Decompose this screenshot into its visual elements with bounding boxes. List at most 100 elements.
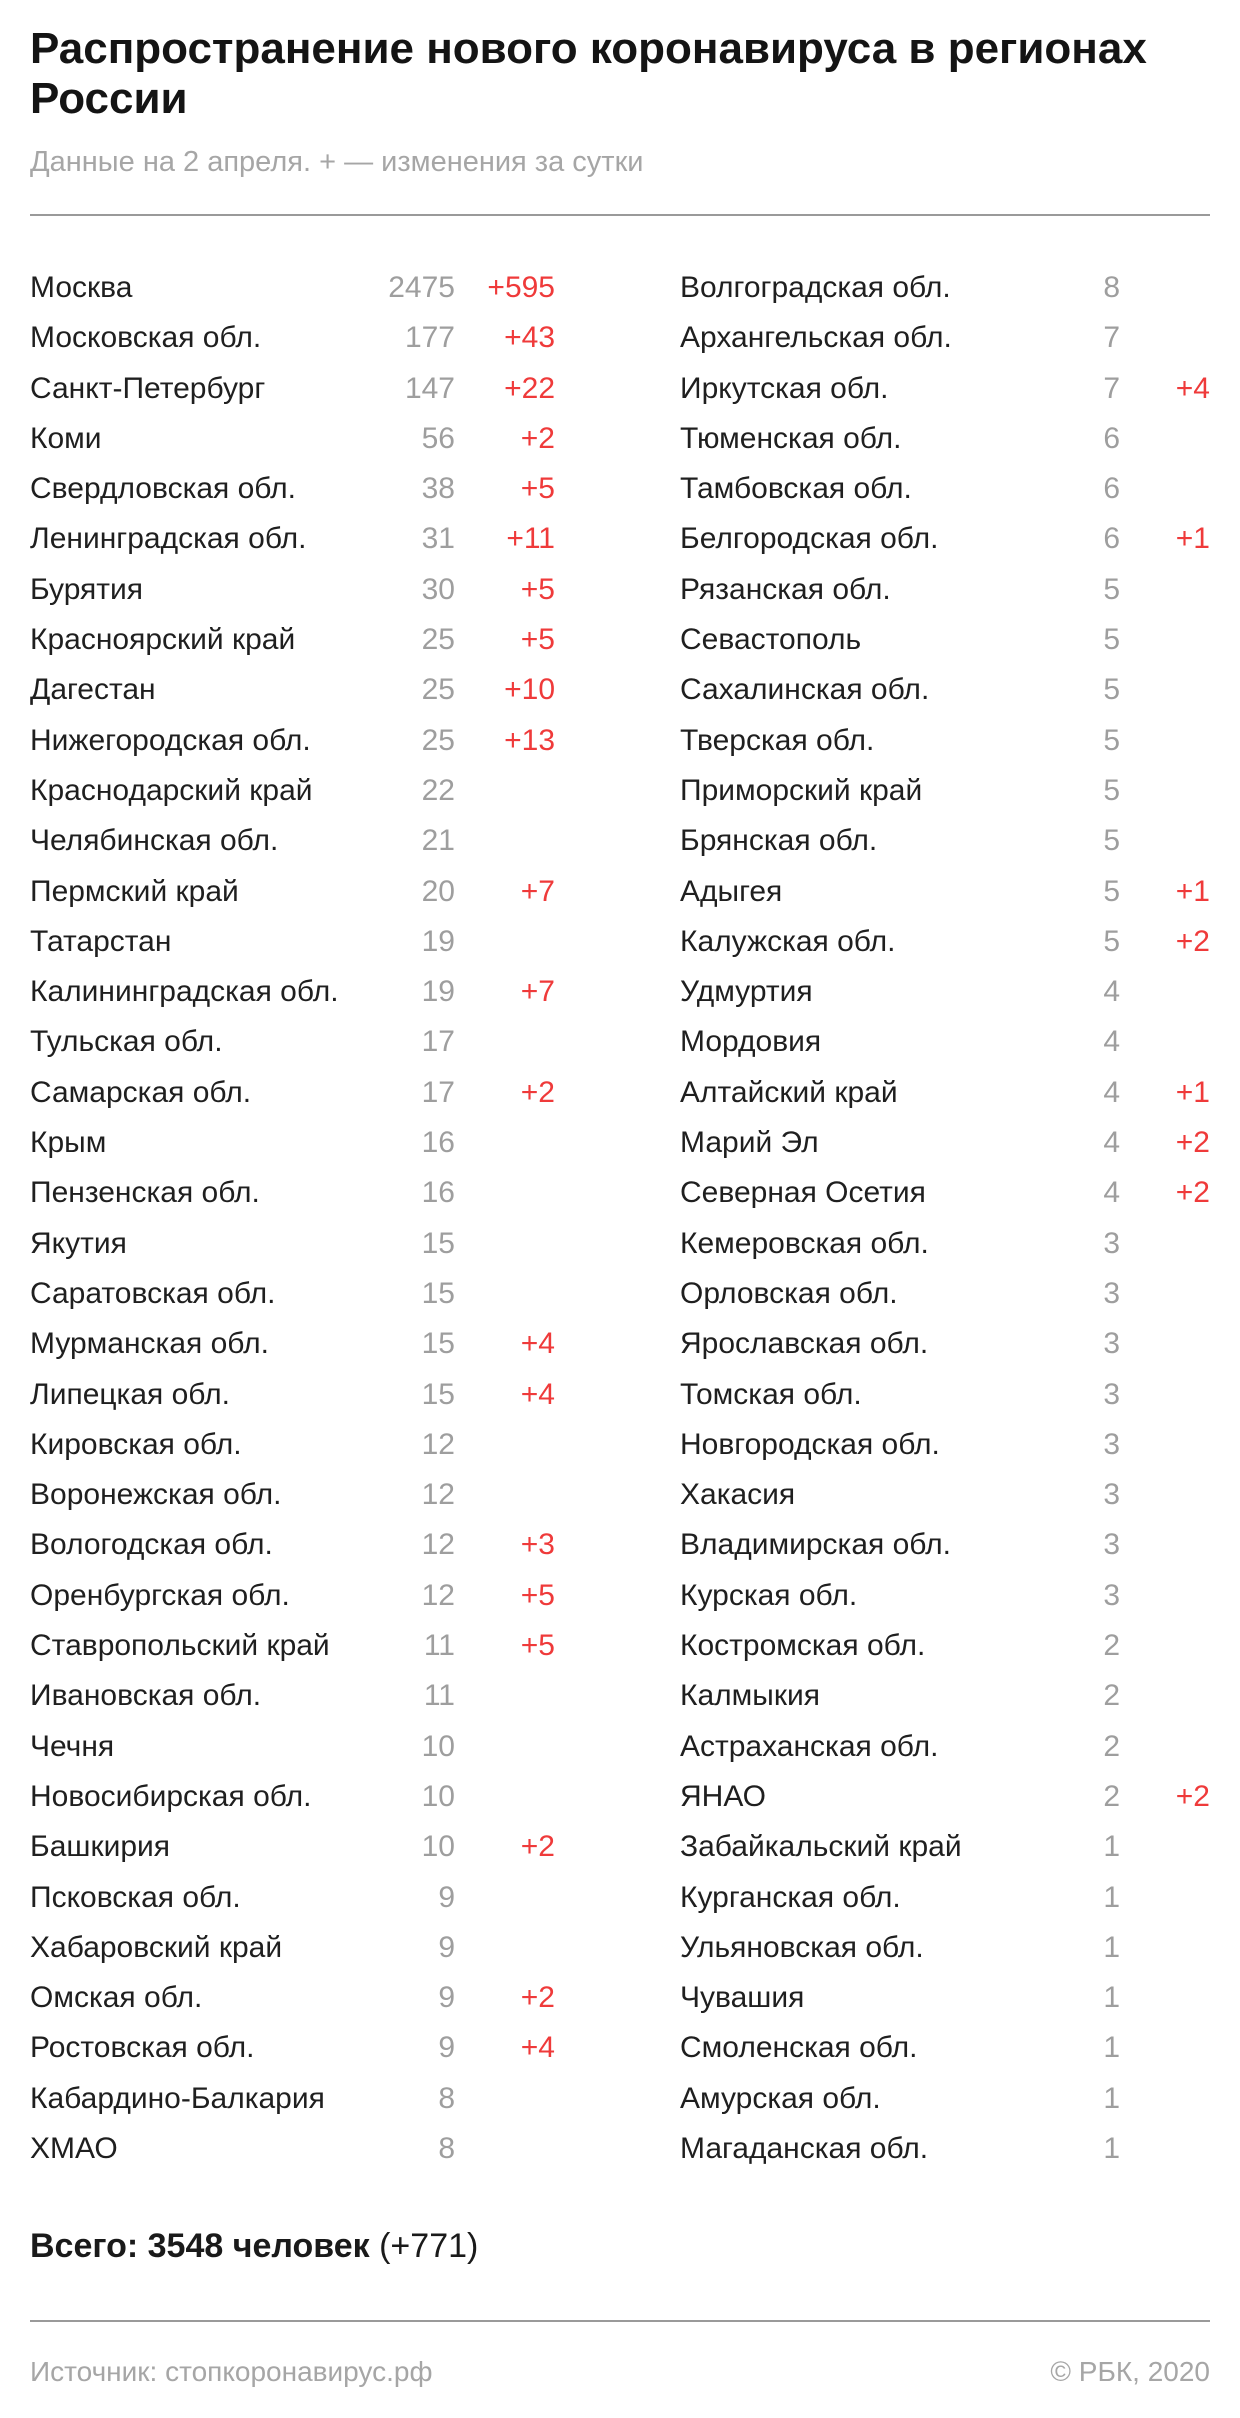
- daily-change: +595: [487, 271, 555, 304]
- case-count: 3: [1103, 1226, 1120, 1260]
- daily-change: +1: [1175, 1075, 1210, 1109]
- case-count: 1: [1103, 1981, 1120, 2015]
- case-count: 4: [1103, 1025, 1120, 1059]
- case-count: 4: [1103, 975, 1120, 1009]
- case-count: 11: [423, 1679, 455, 1713]
- table-row: Ставропольский край 11 +5: [30, 1620, 555, 1670]
- table-row: Пермский край 20 +7: [30, 866, 555, 916]
- region-name: Новосибирская обл.: [30, 1779, 312, 1813]
- table-row: Курская обл. 3: [680, 1570, 1210, 1620]
- case-count: 5: [1103, 874, 1120, 908]
- region-name: Архангельская обл.: [680, 321, 952, 355]
- table-row: Бурятия 30 +5: [30, 564, 555, 614]
- case-count: 56: [421, 421, 455, 455]
- case-count: 2: [1103, 1729, 1120, 1763]
- case-count: 4: [1103, 1126, 1120, 1160]
- case-count: 25: [421, 673, 455, 707]
- table-column-right: Волгоградская обл. 8 Архангельская обл. 7 Ир…: [680, 262, 1210, 2173]
- table-row: Орловская обл. 3: [680, 1268, 1210, 1318]
- region-name: ЯНАО: [680, 1779, 767, 1813]
- table-row: Севастополь 5: [680, 614, 1210, 664]
- daily-change: +5: [520, 623, 555, 657]
- case-count: 25: [421, 623, 455, 657]
- region-name: Пермский край: [30, 874, 239, 908]
- region-name: Костромская обл.: [680, 1629, 926, 1663]
- region-name: Воронежская обл.: [30, 1478, 282, 1512]
- table-row: Белгородская обл. 6 +1: [680, 513, 1210, 563]
- daily-change: +1: [1175, 874, 1210, 908]
- region-name: Курская обл.: [680, 1578, 858, 1612]
- region-name: Марий Эл: [680, 1126, 819, 1160]
- case-count: 19: [421, 975, 455, 1009]
- table-row: Тюменская обл. 6: [680, 413, 1210, 463]
- table-row: Якутия 15: [30, 1218, 555, 1268]
- case-count: 9: [438, 1981, 455, 2015]
- table-row: Хакасия 3: [680, 1469, 1210, 1519]
- case-count: 12: [421, 1578, 455, 1612]
- daily-change: +7: [520, 975, 555, 1009]
- case-count: 12: [421, 1528, 455, 1562]
- region-name: Якутия: [30, 1226, 127, 1260]
- case-count: 4: [1103, 1176, 1120, 1210]
- region-name: Оренбургская обл.: [30, 1578, 290, 1612]
- table-row: Северная Осетия 4 +2: [680, 1167, 1210, 1217]
- region-name: Калмыкия: [680, 1679, 820, 1713]
- case-count: 31: [421, 522, 455, 556]
- case-count: 11: [423, 1629, 455, 1663]
- daily-change: +3: [520, 1528, 555, 1562]
- region-name: Ярославская обл.: [680, 1327, 929, 1361]
- total-change: (+771): [369, 2227, 479, 2265]
- region-name: Омская обл.: [30, 1981, 203, 2015]
- table-row: Вологодская обл. 12 +3: [30, 1519, 555, 1569]
- case-count: 8: [1103, 271, 1120, 304]
- table-row: Мордовия 4: [680, 1016, 1210, 1066]
- region-name: Рязанская обл.: [680, 572, 891, 606]
- region-name: Томская обл.: [680, 1377, 862, 1411]
- region-name: Красноярский край: [30, 623, 296, 657]
- case-count: 5: [1103, 673, 1120, 707]
- table-row: Коми 56 +2: [30, 413, 555, 463]
- region-name: Владимирская обл.: [680, 1528, 951, 1562]
- case-count: 1: [1103, 2131, 1120, 2165]
- region-name: Крым: [30, 1126, 107, 1160]
- table-row: Татарстан 19: [30, 916, 555, 966]
- case-count: 3: [1103, 1276, 1120, 1310]
- table-row: Магаданская обл. 1: [680, 2123, 1210, 2173]
- region-name: Тамбовская обл.: [680, 472, 912, 506]
- table-row: Астраханская обл. 2: [680, 1721, 1210, 1771]
- copyright-note: © РБК, 2020: [1050, 2356, 1210, 2387]
- case-count: 19: [421, 924, 455, 958]
- region-name: Чечня: [30, 1729, 115, 1763]
- table-row: Краснодарский край 22: [30, 765, 555, 815]
- region-name: Ленинградская обл.: [30, 522, 307, 556]
- daily-change: +5: [520, 572, 555, 606]
- region-name: Амурская обл.: [680, 2081, 881, 2115]
- region-name: Вологодская обл.: [30, 1528, 273, 1562]
- region-name: Хабаровский край: [30, 1930, 283, 1964]
- region-name: Калининградская обл.: [30, 975, 339, 1009]
- table-row: Калмыкия 2: [680, 1670, 1210, 1720]
- daily-change: +2: [1175, 1176, 1210, 1210]
- table-row: Тверская обл. 5: [680, 715, 1210, 765]
- table-row: Брянская обл. 5: [680, 815, 1210, 865]
- region-name: Сахалинская обл.: [680, 673, 930, 707]
- region-name: Бурятия: [30, 572, 144, 606]
- case-count: 15: [421, 1226, 455, 1260]
- table-row: Иркутская обл. 7 +4: [680, 363, 1210, 413]
- region-name: Орловская обл.: [680, 1276, 898, 1310]
- region-name: Тверская обл.: [680, 723, 875, 757]
- case-count: 4: [1103, 1075, 1120, 1109]
- case-count: 2475: [388, 271, 455, 304]
- region-name: Дагестан: [30, 673, 156, 707]
- daily-change: +2: [1175, 1779, 1210, 1813]
- table-row: Амурская обл. 1: [680, 2073, 1210, 2123]
- case-count: 2: [1103, 1679, 1120, 1713]
- region-name: Адыгея: [680, 874, 783, 908]
- case-count: 7: [1103, 371, 1120, 405]
- case-count: 7: [1103, 321, 1120, 355]
- case-count: 5: [1103, 723, 1120, 757]
- case-count: 3: [1103, 1478, 1120, 1512]
- case-count: 1: [1103, 1880, 1120, 1914]
- table-row: Смоленская обл. 1: [680, 2022, 1210, 2072]
- case-count: 1: [1103, 1830, 1120, 1864]
